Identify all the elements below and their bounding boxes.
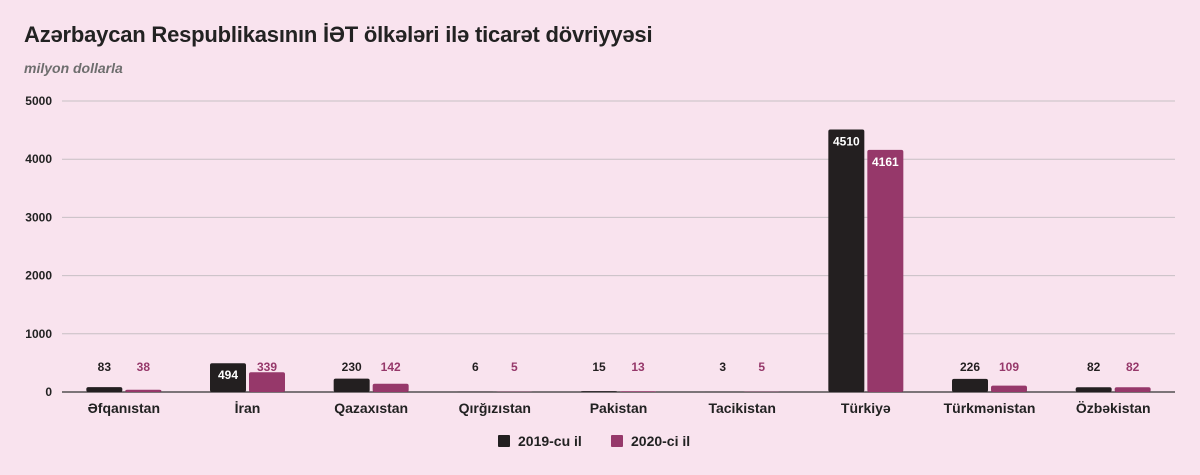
y-tick-label: 3000 [25,210,52,224]
bar-2020 [620,391,656,392]
bar-2019 [333,378,370,392]
data-label: 226 [960,360,980,374]
bar-2019 [210,363,246,392]
bar-2019 [581,391,617,392]
bar-2020 [249,372,285,392]
data-label: 82 [1126,360,1140,374]
y-tick-label: 5000 [25,94,52,108]
x-axis-ticks: Əfqanıstan İran Qazaxıstan Qırğızıstan Pakis… [88,400,1151,416]
bar-2020 [372,383,409,392]
data-label: 4161 [872,155,899,169]
x-tick-label: Qırğızıstan [459,400,531,416]
data-label: 5 [758,360,765,374]
x-tick-label: Özbəkistan [1076,400,1151,416]
data-label: 4510 [833,135,860,149]
bar-2020 [867,149,904,392]
data-label: 339 [257,360,277,374]
x-tick-label: Əfqanıstan [88,400,160,416]
data-label: 3 [719,360,726,374]
x-tick-label: Qazaxıstan [334,400,408,416]
data-label: 6 [472,360,479,374]
bar-2019 [86,387,123,392]
y-tick-label: 1000 [25,327,52,341]
x-tick-label: Türkmənistan [944,400,1036,416]
chart-title: Azərbaycan Respublikasının İƏT ölkələri … [24,22,653,47]
y-tick-label: 2000 [25,269,52,283]
data-label: 5 [511,360,518,374]
legend-label-2020: 2020-ci il [631,433,690,449]
x-tick-label: Türkiyə [841,400,891,416]
data-label: 142 [381,360,401,374]
data-label: 38 [137,360,151,374]
bar-2020 [991,385,1027,392]
data-label: 15 [592,360,606,374]
data-label: 13 [631,360,645,374]
chart-subtitle: milyon dollarla [24,60,123,76]
legend-label-2019: 2019-cu il [518,433,582,449]
y-axis-ticks: 0 1000 2000 3000 4000 5000 [25,94,52,399]
legend-swatch-2020 [611,435,623,447]
bar-2020 [1114,387,1151,392]
data-labels: 83 38 494 339 230 142 6 5 15 13 3 5 4510 4161 226 109 82… [98,135,1140,383]
legend-swatch-2019 [498,435,510,447]
bar-2020 [125,389,162,392]
data-label: 83 [98,360,112,374]
bar-2019 [952,378,988,392]
bar-2019 [1075,387,1112,392]
data-label: 494 [218,368,238,382]
y-tick-label: 4000 [25,152,52,166]
gridlines [62,100,1175,393]
legend: 2019-cu il 2020-ci il [498,433,690,449]
y-tick-label: 0 [45,385,52,399]
data-label: 230 [342,360,362,374]
data-label: 82 [1087,360,1101,374]
bars [86,129,1151,392]
data-label: 109 [999,360,1019,374]
x-tick-label: İran [235,400,261,416]
x-tick-label: Tacikistan [708,400,775,416]
bar-2019 [828,129,865,392]
x-tick-label: Pakistan [590,400,648,416]
